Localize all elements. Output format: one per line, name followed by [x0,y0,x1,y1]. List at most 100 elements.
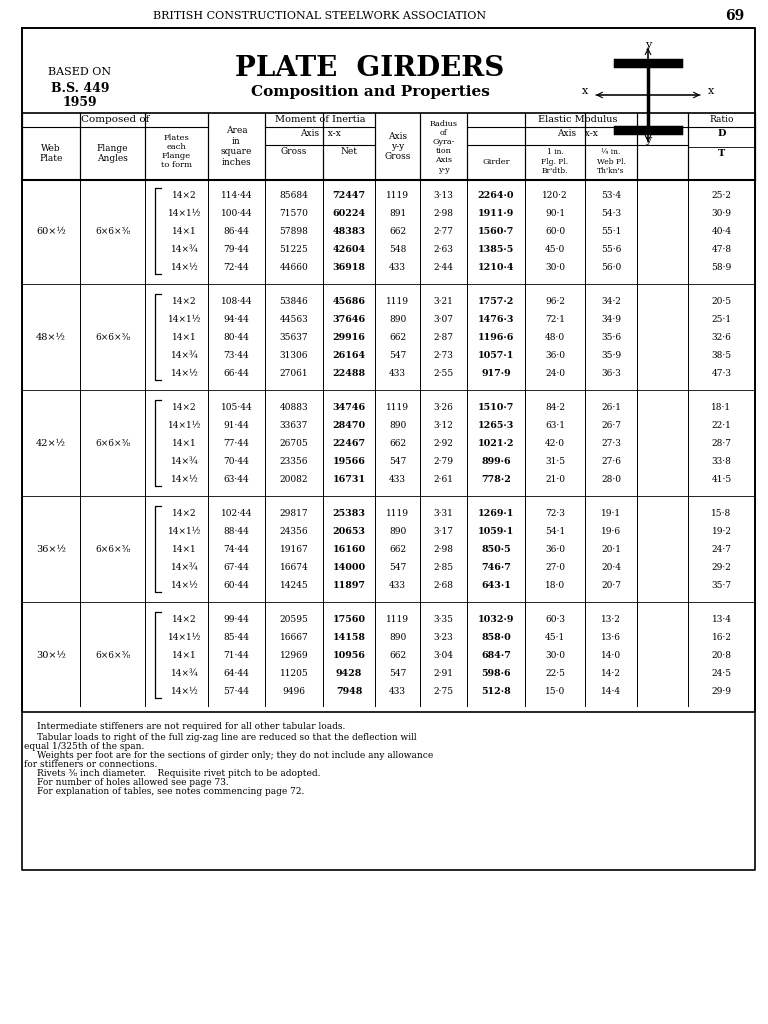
Text: 96·2: 96·2 [545,297,565,305]
Text: 20·8: 20·8 [711,650,731,659]
Text: 20·5: 20·5 [711,297,732,305]
Text: 14×1½: 14×1½ [167,421,201,429]
Text: 15·0: 15·0 [545,686,565,695]
Text: 72·3: 72·3 [545,509,565,517]
Text: 684·7: 684·7 [481,650,511,659]
Text: 26164: 26164 [333,350,366,359]
Text: 22·1: 22·1 [712,421,731,429]
Text: 23356: 23356 [280,457,308,466]
Text: 598·6: 598·6 [482,669,511,678]
Text: 67·44: 67·44 [223,562,250,571]
Text: 19·6: 19·6 [601,526,621,536]
Text: 6×6×⅜: 6×6×⅜ [95,545,130,554]
Text: 30·0: 30·0 [545,650,565,659]
Text: for stiffeners or connections.: for stiffeners or connections. [24,760,157,769]
Text: 100·44: 100·44 [220,209,253,217]
Text: 33·8: 33·8 [712,457,731,466]
Text: Intermediate stiffeners are not required for all other tabular loads.: Intermediate stiffeners are not required… [37,722,346,731]
Text: 94·44: 94·44 [223,314,250,324]
Text: 2·75: 2·75 [433,686,454,695]
Text: 60224: 60224 [333,209,366,217]
Text: 9496: 9496 [283,686,306,695]
Text: BRITISH CONSTRUCTIONAL STEELWORK ASSOCIATION: BRITISH CONSTRUCTIONAL STEELWORK ASSOCIA… [154,11,487,22]
Text: 1196·6: 1196·6 [478,333,515,341]
Text: 45·1: 45·1 [545,633,565,641]
Text: 48·0: 48·0 [545,333,565,341]
Text: 14158: 14158 [333,633,366,641]
Text: 14×2: 14×2 [172,297,197,305]
Text: 13·4: 13·4 [711,614,731,624]
Text: 1021·2: 1021·2 [478,438,515,447]
Text: 433: 433 [389,369,406,378]
Text: 1057·1: 1057·1 [478,350,515,359]
Text: 6×6×⅜: 6×6×⅜ [95,333,130,341]
Text: 3·26: 3·26 [434,402,453,412]
Text: 2·85: 2·85 [433,562,454,571]
Text: 1269·1: 1269·1 [478,509,515,517]
Text: 14×1½: 14×1½ [167,209,201,217]
Text: 19·2: 19·2 [711,526,731,536]
Text: Ratio: Ratio [710,116,733,125]
Text: 48383: 48383 [333,226,366,236]
Text: 32·6: 32·6 [712,333,731,341]
Text: Elastic Modulus: Elastic Modulus [538,116,617,125]
Text: 18·0: 18·0 [545,581,565,590]
Text: y: y [645,40,651,50]
Text: 643·1: 643·1 [481,581,511,590]
Text: 51225: 51225 [280,245,309,254]
Text: 662: 662 [389,438,406,447]
Text: 3·07: 3·07 [433,314,453,324]
Text: 35·6: 35·6 [601,333,621,341]
Text: 37646: 37646 [333,314,366,324]
Text: 778·2: 778·2 [481,474,511,483]
Text: 11897: 11897 [333,581,366,590]
Text: 14×2: 14×2 [172,509,197,517]
Text: 14×2: 14×2 [172,614,197,624]
Text: 35·9: 35·9 [601,350,621,359]
Text: 1959: 1959 [63,96,98,110]
Text: Composition and Properties: Composition and Properties [250,85,489,99]
Text: 7948: 7948 [336,686,362,695]
Text: 56·0: 56·0 [601,262,621,271]
Text: 1560·7: 1560·7 [478,226,515,236]
Text: 25·2: 25·2 [711,190,731,200]
Text: Axis
y-y
Gross: Axis y-y Gross [384,132,411,162]
Text: 20595: 20595 [280,614,309,624]
Text: 45·0: 45·0 [545,245,565,254]
Text: 1385·5: 1385·5 [478,245,514,254]
Text: 433: 433 [389,581,406,590]
Text: 3·35: 3·35 [433,614,453,624]
Text: 31306: 31306 [280,350,308,359]
Text: 3·31: 3·31 [434,509,453,517]
Text: 547: 547 [389,562,406,571]
Text: Area
in
square
inches: Area in square inches [221,126,252,167]
Text: 3·13: 3·13 [434,190,453,200]
Text: 2·87: 2·87 [433,333,453,341]
Text: 38·5: 38·5 [711,350,732,359]
Text: 66·44: 66·44 [223,369,250,378]
Text: 2·79: 2·79 [433,457,453,466]
Text: 746·7: 746·7 [481,562,511,571]
Text: 42·0: 42·0 [545,438,565,447]
Text: 28·7: 28·7 [711,438,731,447]
Text: 890: 890 [389,633,406,641]
Text: 57898: 57898 [280,226,309,236]
Text: 84·2: 84·2 [545,402,565,412]
Text: For explanation of tables, see notes commencing page 72.: For explanation of tables, see notes com… [37,787,304,796]
Text: 30·9: 30·9 [711,209,731,217]
Text: 16674: 16674 [280,562,309,571]
Text: 14×1: 14×1 [172,226,197,236]
Text: 74·44: 74·44 [223,545,250,554]
Text: 433: 433 [389,474,406,483]
Text: 35637: 35637 [280,333,308,341]
Text: 40883: 40883 [280,402,308,412]
Text: 25·1: 25·1 [711,314,732,324]
Text: 14×½: 14×½ [170,581,198,590]
Text: 1119: 1119 [386,614,409,624]
Text: 55·1: 55·1 [601,226,621,236]
Text: 44660: 44660 [280,262,309,271]
Text: 12969: 12969 [280,650,308,659]
Text: 54·1: 54·1 [545,526,565,536]
Text: 36·3: 36·3 [601,369,621,378]
Text: Gross: Gross [281,147,307,157]
